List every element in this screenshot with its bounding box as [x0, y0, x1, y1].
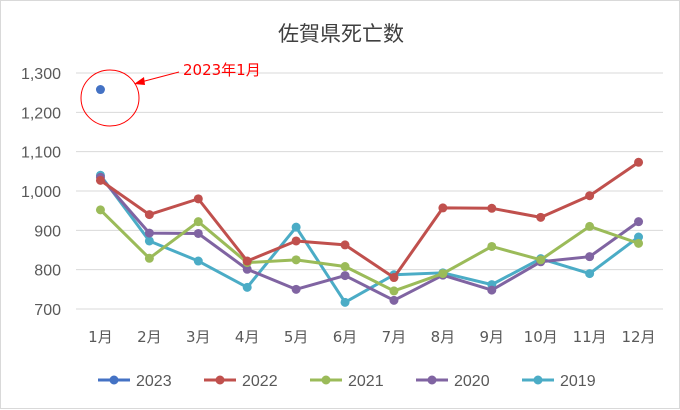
y-tick-label: 1,000: [21, 184, 61, 201]
series-2023: [95, 85, 105, 95]
data-point-2022: [487, 203, 497, 213]
data-point-2020: [634, 217, 644, 227]
data-point-2021: [585, 221, 595, 231]
legend-label-2022: 2022: [242, 373, 278, 390]
annotation-label: 2023年1月: [183, 61, 261, 79]
y-tick-label: 1,100: [21, 145, 61, 162]
x-tick-label: 6月: [333, 328, 358, 346]
data-point-2020: [389, 295, 399, 305]
data-point-2022: [340, 240, 350, 250]
series-2022: [95, 157, 644, 283]
series-line-2022: [99, 161, 640, 280]
chart-title: 佐賀県死亡数: [278, 22, 404, 46]
series-2020: [95, 172, 644, 305]
data-point-2021: [438, 269, 448, 279]
data-point-2023: [95, 85, 105, 95]
data-point-2021: [291, 255, 301, 265]
y-tick-label: 800: [34, 263, 61, 280]
data-point-2019: [144, 236, 154, 246]
annotation-arrowhead: [134, 77, 145, 85]
data-point-2021: [340, 262, 350, 272]
data-point-2019: [634, 232, 644, 242]
data-point-2021: [487, 241, 497, 251]
data-point-2021: [389, 286, 399, 296]
legend-marker-2022: [215, 375, 225, 385]
data-point-2021: [634, 238, 644, 248]
series-layer: [95, 85, 644, 307]
x-tick-label: 9月: [480, 328, 505, 346]
data-point-2021: [95, 205, 105, 215]
x-tick-label: 5月: [284, 328, 309, 346]
x-tick-label: 4月: [235, 328, 260, 346]
legend-marker-2023: [109, 375, 119, 385]
legend: 2023 2022 2021 2020 2019: [98, 373, 596, 390]
x-axis-ticks: 1月 2月 3月 4月 5月 6月 7月 8月 9月 10月 11月 12月: [88, 328, 655, 346]
y-tick-label: 1,200: [21, 105, 61, 122]
data-point-2022: [95, 175, 105, 185]
legend-marker-2021: [321, 375, 331, 385]
legend-marker-2020: [427, 375, 437, 385]
data-point-2022: [291, 236, 301, 246]
data-point-2022: [438, 203, 448, 213]
y-tick-label: 900: [34, 223, 61, 240]
data-point-2022: [242, 256, 252, 266]
data-point-2021: [193, 217, 203, 227]
data-point-2022: [634, 157, 644, 167]
series-line-2021: [99, 208, 640, 293]
data-point-2019: [340, 297, 350, 307]
data-point-2019: [291, 222, 301, 232]
data-point-2020: [340, 271, 350, 281]
annotation-circle: [80, 69, 140, 127]
legend-label-2020: 2020: [454, 373, 490, 390]
series-line-2019: [99, 174, 640, 304]
data-point-2022: [193, 194, 203, 204]
data-point-2019: [242, 282, 252, 292]
x-tick-label: 2月: [137, 328, 162, 346]
data-point-2020: [144, 228, 154, 238]
data-point-2020: [291, 284, 301, 294]
annotation-arrow: [140, 71, 180, 83]
y-tick-label: 1,300: [21, 66, 61, 83]
grid-layer: [76, 72, 663, 310]
data-point-2022: [585, 191, 595, 201]
y-tick-label: 700: [34, 302, 61, 319]
legend-label-2023: 2023: [136, 373, 172, 390]
legend-label-2019: 2019: [560, 373, 596, 390]
annotation-layer: 2023年1月: [80, 61, 261, 127]
legend-label-2021: 2021: [348, 373, 384, 390]
data-point-2021: [536, 255, 546, 265]
data-point-2020: [193, 228, 203, 238]
x-tick-label: 10月: [524, 328, 558, 346]
x-tick-label: 12月: [621, 328, 655, 346]
data-point-2021: [144, 253, 154, 263]
series-2021: [95, 205, 644, 296]
data-point-2022: [144, 210, 154, 220]
x-tick-label: 7月: [382, 328, 407, 346]
data-point-2019: [193, 256, 203, 266]
data-point-2019: [585, 269, 595, 279]
x-tick-label: 3月: [186, 328, 211, 346]
data-point-2020: [585, 252, 595, 262]
data-point-2022: [389, 273, 399, 283]
legend-marker-2019: [533, 375, 543, 385]
data-point-2020: [487, 285, 497, 295]
series-line-2020: [99, 176, 640, 302]
y-axis-ticks: 700 800 900 1,000 1,100 1,200 1,300: [21, 66, 61, 319]
x-tick-label: 1月: [88, 328, 113, 346]
x-tick-label: 11月: [573, 328, 607, 346]
x-tick-label: 8月: [431, 328, 456, 346]
data-point-2020: [242, 264, 252, 274]
data-point-2022: [536, 212, 546, 222]
